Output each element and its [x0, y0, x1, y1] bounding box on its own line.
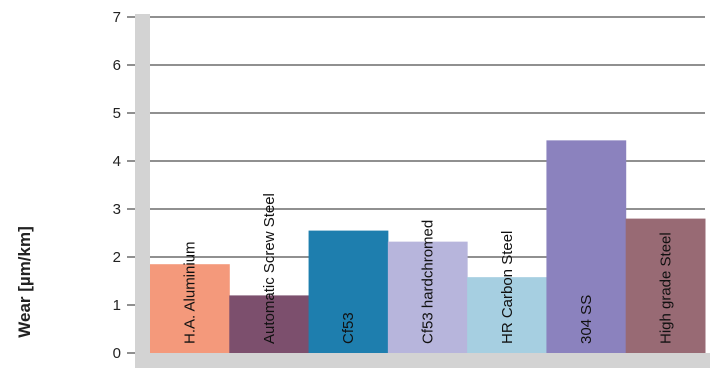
y-tick-label: 7	[113, 9, 121, 26]
frame-left-strip	[135, 14, 150, 368]
bar	[387, 241, 468, 353]
bar-label: Cf53	[340, 312, 357, 344]
y-tick-label: 0	[113, 345, 121, 362]
bar-label: Cf53 hardchromed	[420, 220, 437, 344]
bar-label: 304 SS	[578, 295, 595, 344]
y-axis-title: Wear [µm/km]	[15, 226, 34, 338]
bar-label: HR Carbon Steel	[499, 231, 516, 344]
bar	[546, 140, 627, 353]
bar-label: H.A. Aluminium	[182, 241, 199, 344]
y-tick-label: 6	[113, 57, 121, 74]
bar	[467, 277, 547, 353]
frame-bottom-strip	[135, 353, 710, 368]
y-tick-label: 1	[113, 297, 121, 314]
y-tick-label: 3	[113, 201, 121, 218]
y-tick-label: 4	[113, 153, 121, 170]
bar	[308, 230, 389, 353]
bar	[229, 295, 310, 353]
bar	[625, 218, 706, 353]
y-tick-label: 5	[113, 105, 121, 122]
y-tick-label: 2	[113, 249, 121, 266]
bar-label: Automatic Screw Steel	[261, 193, 278, 344]
chart-frame	[135, 14, 710, 368]
bar-label: High grade Steel	[657, 232, 674, 344]
y-axis: 0 1 2 3 4 5 6 7	[113, 9, 135, 362]
bar	[150, 264, 230, 353]
bars: H.A. Aluminium Automatic Screw Steel Cf53 C…	[150, 140, 706, 353]
